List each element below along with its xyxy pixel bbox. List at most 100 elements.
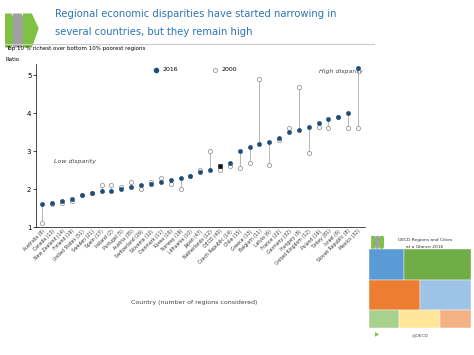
Text: OECD Regions and Cities: OECD Regions and Cities — [398, 239, 452, 242]
Point — [152, 67, 160, 72]
Bar — [404, 250, 471, 280]
Text: Japan (47): Japan (47) — [183, 229, 204, 249]
Point — [78, 192, 86, 198]
Point — [39, 202, 46, 207]
Point — [246, 160, 254, 165]
Text: Lithuania (10): Lithuania (10) — [168, 229, 194, 255]
Text: United Kingdom (12): United Kingdom (12) — [275, 229, 312, 266]
Bar — [369, 310, 399, 328]
Point — [335, 114, 342, 120]
Point — [78, 192, 86, 198]
Text: Czech Republic (14): Czech Republic (14) — [197, 229, 233, 264]
Text: at a Glance 2016: at a Glance 2016 — [406, 245, 444, 249]
Polygon shape — [23, 13, 39, 48]
Point — [187, 173, 194, 179]
Point — [315, 120, 322, 126]
Point — [325, 126, 332, 131]
Point — [345, 110, 352, 116]
Point — [187, 173, 194, 179]
Point — [177, 175, 184, 181]
Point — [167, 181, 174, 186]
Text: Austria (35): Austria (35) — [112, 229, 135, 251]
Text: Norway (19): Norway (19) — [160, 229, 184, 252]
Point — [335, 114, 342, 120]
Text: Hungary (8): Hungary (8) — [279, 229, 302, 252]
Polygon shape — [375, 236, 382, 248]
Text: 2000: 2000 — [222, 67, 237, 72]
Polygon shape — [13, 13, 28, 48]
Bar — [369, 250, 404, 280]
Text: Finland (19): Finland (19) — [53, 229, 75, 251]
Text: Belgium (11): Belgium (11) — [238, 229, 263, 253]
Point — [48, 202, 56, 207]
Text: Ireland (2): Ireland (2) — [95, 229, 115, 249]
Bar — [440, 310, 471, 328]
Point — [177, 186, 184, 192]
Point — [88, 190, 96, 196]
Point — [118, 186, 125, 192]
Text: Country (number of regions considered): Country (number of regions considered) — [131, 300, 257, 305]
Point — [137, 186, 145, 192]
Point — [305, 150, 312, 156]
Point — [354, 65, 362, 71]
Text: Chile (15): Chile (15) — [224, 229, 243, 248]
Point — [275, 137, 283, 143]
Point — [295, 127, 303, 133]
Point — [147, 179, 155, 185]
Point — [345, 126, 352, 131]
Text: Israel (6): Israel (6) — [324, 229, 342, 247]
Text: Mexico (32): Mexico (32) — [339, 229, 362, 251]
Text: Turkey (81): Turkey (81) — [310, 229, 332, 251]
Point — [137, 182, 145, 188]
Point — [354, 126, 362, 131]
Text: Switzerland (26): Switzerland (26) — [114, 229, 145, 259]
Point — [128, 185, 135, 190]
Point — [88, 190, 96, 196]
Text: Low disparity: Low disparity — [55, 159, 96, 164]
Point — [68, 196, 76, 202]
Point — [58, 198, 66, 203]
Text: France (22): France (22) — [261, 229, 283, 251]
Point — [216, 168, 224, 173]
Point — [157, 175, 164, 181]
Bar — [419, 280, 471, 310]
Text: Sweden (21): Sweden (21) — [71, 229, 95, 253]
Text: ▶: ▶ — [375, 332, 379, 337]
Point — [206, 148, 214, 154]
Text: 2016: 2016 — [163, 67, 178, 72]
Point — [285, 130, 293, 135]
Point — [295, 84, 303, 89]
Point — [315, 124, 322, 130]
Point — [236, 148, 244, 154]
Text: Latvia (6): Latvia (6) — [254, 229, 273, 248]
Text: Canada (13): Canada (13) — [32, 229, 56, 252]
Point — [211, 67, 219, 72]
Point — [58, 200, 66, 205]
Point — [39, 220, 46, 226]
Text: High disparity: High disparity — [319, 69, 363, 75]
Text: Australia (8): Australia (8) — [23, 229, 46, 252]
Point — [255, 76, 263, 82]
Point — [147, 181, 155, 186]
Text: Korea (16): Korea (16) — [154, 229, 174, 249]
Point — [265, 162, 273, 167]
Point — [48, 200, 56, 205]
Point — [265, 139, 273, 144]
Text: Regional economic disparities have started narrowing in: Regional economic disparities have start… — [55, 9, 336, 19]
Point — [236, 165, 244, 171]
Bar — [399, 310, 440, 328]
Text: Denmark (11): Denmark (11) — [138, 229, 164, 255]
Point — [275, 135, 283, 141]
Text: Slovenia (12): Slovenia (12) — [129, 229, 155, 254]
Point — [246, 144, 254, 150]
Point — [216, 164, 224, 169]
Text: Ratio: Ratio — [6, 57, 20, 62]
Point — [118, 185, 125, 190]
Point — [255, 141, 263, 147]
Point — [108, 188, 115, 194]
Text: @OECD: @OECD — [411, 333, 428, 337]
Text: Greece (13): Greece (13) — [230, 229, 253, 252]
Point — [196, 168, 204, 173]
Point — [325, 116, 332, 122]
Polygon shape — [371, 236, 377, 248]
